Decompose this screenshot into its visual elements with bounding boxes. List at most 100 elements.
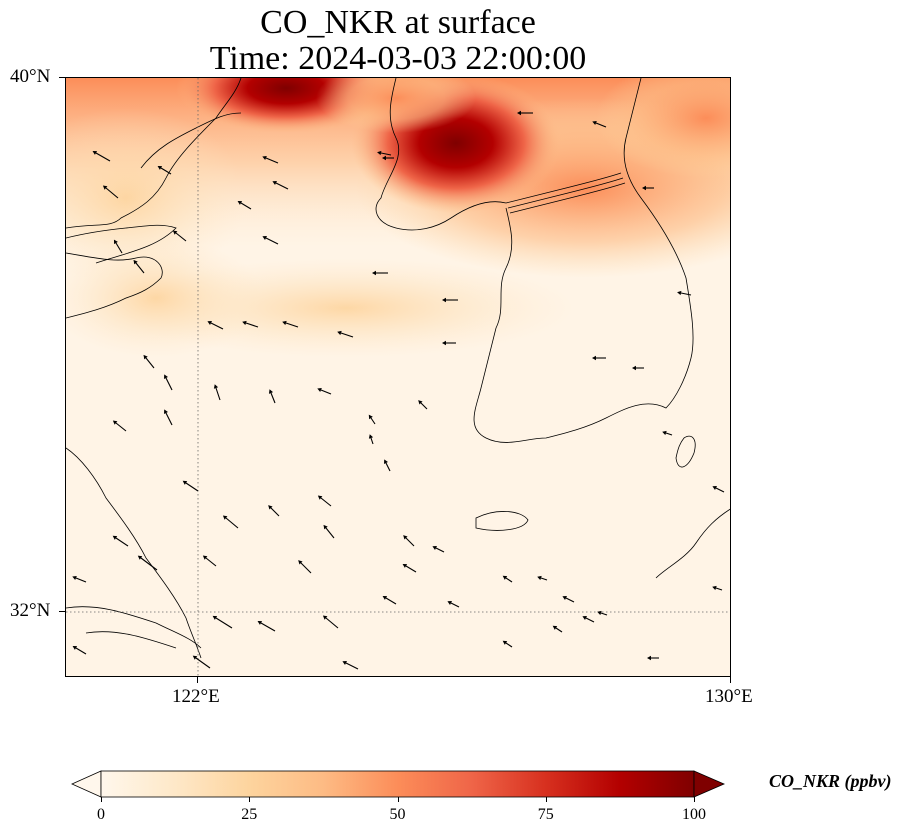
wind-arrow-head (112, 535, 118, 540)
wind-arrow-head (502, 640, 508, 645)
lon-tick-mark-122e (197, 677, 198, 683)
wind-arrow-shaft (435, 547, 445, 553)
wind-arrow-shaft (215, 387, 221, 401)
colorbar-tick-label: 50 (389, 806, 406, 823)
wind-arrow-head (113, 239, 118, 245)
wind-arrow-head (642, 185, 646, 191)
coastlines (66, 78, 730, 659)
field-bridge (316, 78, 476, 133)
coastline-yangtze-island (85, 631, 177, 649)
lat-tick-mark-40n (59, 77, 65, 78)
wind-arrow-head (537, 575, 542, 581)
wind-arrow-head (382, 155, 386, 161)
wind-arrow-head (322, 615, 328, 620)
colorbar (71, 770, 726, 798)
lat-tick-40n: 40°N (10, 66, 51, 87)
wind-arrow-head (112, 420, 118, 425)
wind-arrow-head (268, 389, 274, 394)
lon-tick-122e: 122°E (172, 686, 220, 707)
wind-arrow-head (102, 185, 108, 190)
wind-arrow-shaft (585, 617, 595, 623)
wind-arrow-shaft (565, 597, 575, 603)
wind-arrow-shaft (245, 322, 259, 328)
coastline-yangtze-mouth (66, 606, 202, 649)
wind-arrow-head (677, 290, 682, 296)
wind-arrow-head (662, 430, 667, 436)
wind-arrow-head (372, 270, 376, 276)
wind-arrow-shaft (715, 587, 723, 591)
wind-arrow-head (202, 555, 208, 560)
wind-arrow-shaft (715, 487, 725, 493)
wind-arrow-head (282, 320, 287, 326)
colorbar-gradient (100, 770, 695, 798)
wind-arrow-shaft (600, 612, 608, 616)
wind-arrow-shaft (210, 322, 224, 330)
wind-arrow-shaft (450, 602, 460, 608)
colorbar-tick-mark (545, 797, 547, 802)
border-dmz-3 (509, 182, 626, 214)
wind-arrow-head (242, 320, 247, 326)
wind-arrow-head (157, 165, 163, 170)
wind-arrow-shaft (380, 152, 392, 156)
wind-arrow-shaft (115, 537, 129, 547)
wind-arrow-head (164, 409, 168, 414)
wind-arrow-shaft (95, 152, 111, 162)
wind-arrow-shaft (505, 642, 513, 648)
colorbar-tick-label: 100 (682, 806, 706, 823)
colorbar-tick-mark (249, 797, 251, 802)
wind-arrow-shaft (265, 237, 279, 245)
wind-arrow-shaft (75, 647, 87, 655)
coastline-korea (473, 78, 694, 443)
wind-arrow-shaft (665, 432, 673, 436)
wind-arrow-head (212, 615, 218, 620)
field-ne-plume (596, 78, 730, 178)
wind-arrow-shaft (300, 562, 312, 574)
wind-arrow-shaft (225, 517, 239, 529)
wind-arrow-head (133, 259, 138, 265)
wind-arrow-shaft (320, 389, 332, 395)
wind-arrow-head (403, 535, 408, 540)
colorbar-extend-max (693, 770, 726, 798)
lat-tick-mark-32n (59, 611, 65, 612)
wind-arrow-head (137, 555, 143, 560)
coastline-bohai-islands (140, 112, 242, 169)
wind-arrow-shaft (135, 262, 145, 274)
colorbar-tick-label: 75 (537, 806, 554, 823)
wind-arrow-head (582, 616, 587, 620)
wind-arrow-head (237, 200, 243, 205)
wind-arrow-head (432, 546, 437, 550)
colorbar-tick-mark (694, 797, 695, 802)
wind-arrow-head (552, 625, 558, 630)
field-west-plume (66, 108, 246, 288)
wind-arrow-shaft (385, 597, 397, 605)
wind-arrow-shaft (540, 577, 548, 581)
wind-arrow-head (368, 414, 373, 420)
wind-arrow-shaft (270, 392, 276, 404)
wind-arrow-head (164, 374, 168, 379)
coastline-jeju (475, 511, 529, 531)
wind-arrow-head (92, 151, 98, 155)
wind-arrow-shaft (370, 417, 376, 425)
wind-arrow-shaft (115, 242, 123, 254)
lon-tick-mark-130e (730, 677, 731, 683)
wind-arrow-shaft (595, 122, 607, 128)
wind-arrow-head (213, 384, 219, 389)
wind-arrow-shaft (270, 507, 280, 517)
wind-arrow-head (377, 150, 382, 156)
wind-arrow-shaft (340, 332, 354, 338)
wind-arrow-shaft (205, 557, 217, 567)
map-title: CO_NKR at surface (260, 4, 536, 41)
wind-arrow-shaft (505, 577, 513, 583)
wind-arrow-shaft (405, 537, 415, 547)
wind-vectors (72, 110, 725, 670)
wind-arrow-head (632, 365, 636, 371)
wind-arrow-shaft (370, 437, 374, 445)
map-panel (65, 77, 731, 677)
wind-arrow-head (272, 181, 277, 185)
wind-arrow-head (382, 595, 388, 600)
wind-arrow-head (502, 575, 508, 580)
wind-arrow-head (592, 120, 597, 126)
wind-arrow-shaft (260, 622, 276, 632)
coastline-jiangsu (66, 447, 202, 659)
wind-arrow-head (143, 354, 148, 360)
